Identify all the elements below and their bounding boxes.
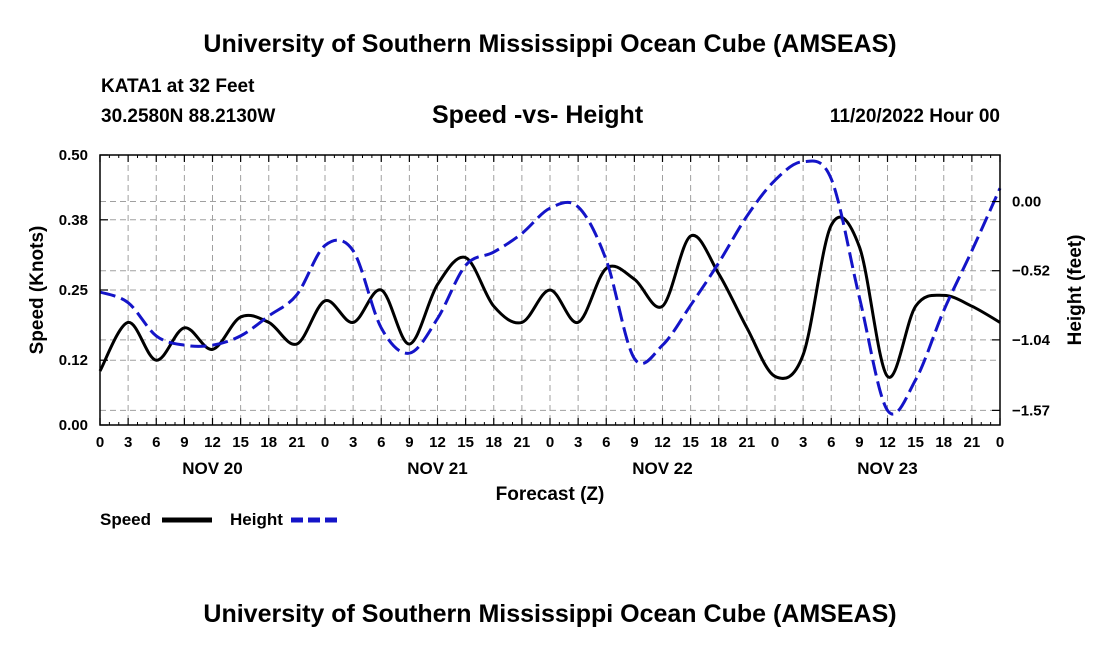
speed-height-chart: 0 3 6 9 12 15 18 21 0 3 6 9 12 15 18 21 0 3 6 9 12 15 18 21 0 3 6 9… <box>27 147 1086 529</box>
x-tick-label: 18 <box>260 434 277 451</box>
day-label: NOV 23 <box>857 459 917 478</box>
forecast-date: 11/20/2022 Hour 00 <box>829 106 1000 127</box>
grid <box>100 155 1000 425</box>
y2-tick-label: −1.57 <box>1012 402 1050 419</box>
y-tick-label: 0.50 <box>59 147 88 164</box>
x-tick-label: 18 <box>485 434 502 451</box>
axes: 0 3 6 9 12 15 18 21 0 3 6 9 12 15 18 21 0 3 6 9 12 15 18 21 0 3 6 9… <box>59 147 1051 478</box>
y-tick-label: 0.25 <box>59 282 88 299</box>
y2-axis-title: Height (feet) <box>1065 235 1086 346</box>
x-tick-label: 3 <box>349 434 357 451</box>
legend-height-label: Height <box>230 510 283 529</box>
x-tick-label: 6 <box>377 434 385 451</box>
x-tick-label: 21 <box>964 434 981 451</box>
y-axis-title: Speed (Knots) <box>27 226 48 355</box>
x-tick-label: 0 <box>546 434 554 451</box>
x-tick-label: 6 <box>827 434 835 451</box>
x-tick-label: 9 <box>405 434 413 451</box>
x-tick-label: 21 <box>289 434 306 451</box>
x-tick-label: 21 <box>739 434 756 451</box>
x-tick-label: 0 <box>321 434 329 451</box>
x-axis-title: Forecast (Z) <box>496 484 605 505</box>
x-tick-label: 15 <box>682 434 699 451</box>
y-tick-label: 0.12 <box>59 352 88 369</box>
day-label: NOV 21 <box>407 459 467 478</box>
x-tick-label: 15 <box>907 434 924 451</box>
x-tick-label: 21 <box>514 434 531 451</box>
x-tick-label: 0 <box>96 434 104 451</box>
x-tick-label: 6 <box>602 434 610 451</box>
day-label: NOV 22 <box>632 459 692 478</box>
y2-tick-label: −1.04 <box>1012 332 1051 349</box>
x-tick-label: 0 <box>771 434 779 451</box>
x-tick-label: 0 <box>996 434 1004 451</box>
series-layer <box>98 159 1002 416</box>
x-tick-label: 12 <box>879 434 896 451</box>
x-tick-label: 15 <box>457 434 474 451</box>
x-tick-label: 9 <box>630 434 638 451</box>
x-tick-label: 12 <box>204 434 221 451</box>
day-label: NOV 20 <box>182 459 242 478</box>
page-title: University of Southern Mississippi Ocean… <box>203 30 897 58</box>
x-tick-label: 12 <box>429 434 446 451</box>
x-tick-label: 15 <box>232 434 249 451</box>
station-coordinates: 30.2580N 88.2130W <box>101 106 276 127</box>
x-tick-label: 3 <box>574 434 582 451</box>
series-height-line <box>99 159 1002 416</box>
footer-title: University of Southern Mississippi Ocean… <box>203 600 897 628</box>
x-tick-label: 9 <box>855 434 863 451</box>
series-speed-line <box>98 215 1001 380</box>
x-tick-label: 12 <box>654 434 671 451</box>
y2-tick-label: −0.52 <box>1012 263 1050 280</box>
plot-title: Speed -vs- Height <box>432 101 644 129</box>
y-tick-label: 0.00 <box>59 417 88 434</box>
x-tick-label: 6 <box>152 434 160 451</box>
x-tick-label: 18 <box>710 434 727 451</box>
x-tick-label: 3 <box>799 434 807 451</box>
y2-tick-label: 0.00 <box>1012 194 1041 211</box>
legend-speed-label: Speed <box>100 510 151 529</box>
x-tick-label: 18 <box>935 434 952 451</box>
x-tick-label: 3 <box>124 434 132 451</box>
y-tick-label: 0.38 <box>59 212 88 229</box>
station-name: KATA1 at 32 Feet <box>101 76 255 97</box>
x-tick-label: 9 <box>180 434 188 451</box>
legend: Speed Height <box>100 510 342 529</box>
